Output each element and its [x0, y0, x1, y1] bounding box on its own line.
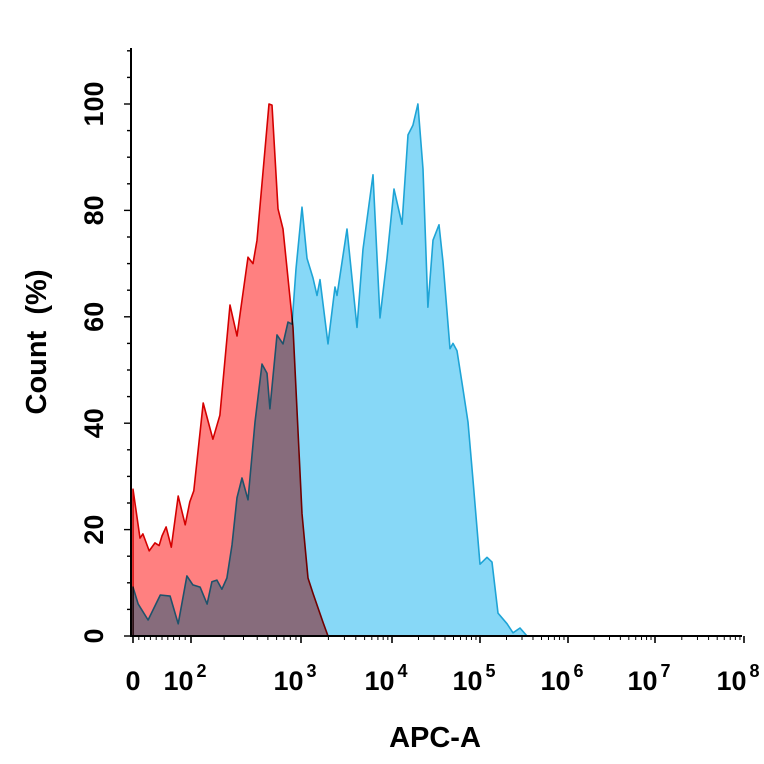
x-tick-label: 10 8: [716, 661, 759, 696]
x-tick-label: 10 5: [452, 661, 495, 696]
y-tick-label: 0: [79, 628, 109, 643]
y-tick-label: 80: [79, 195, 109, 225]
series-area-red: [132, 103, 329, 637]
y-tick-label: 60: [79, 302, 109, 332]
y-tick-label: 100: [79, 81, 109, 126]
x-tick-label: 10 4: [364, 661, 407, 696]
x-tick-label: 10 2: [163, 661, 206, 696]
x-axis-title: APC-A: [389, 722, 481, 754]
x-tick-label: 10 6: [540, 661, 583, 696]
series-layer: [132, 103, 528, 637]
x-tick-label: 10 7: [627, 661, 670, 696]
x-tick-label: 10 3: [273, 661, 316, 696]
y-tick-label: 40: [79, 408, 109, 438]
x-tick-label: 0: [125, 666, 140, 696]
axes: 0 20 40 60 80 100 0 10 2 10 3 10 4 10 5 10 6 10 7 10 8: [79, 48, 760, 696]
y-axis-title: Count (%): [21, 270, 53, 415]
y-tick-label: 20: [79, 515, 109, 545]
